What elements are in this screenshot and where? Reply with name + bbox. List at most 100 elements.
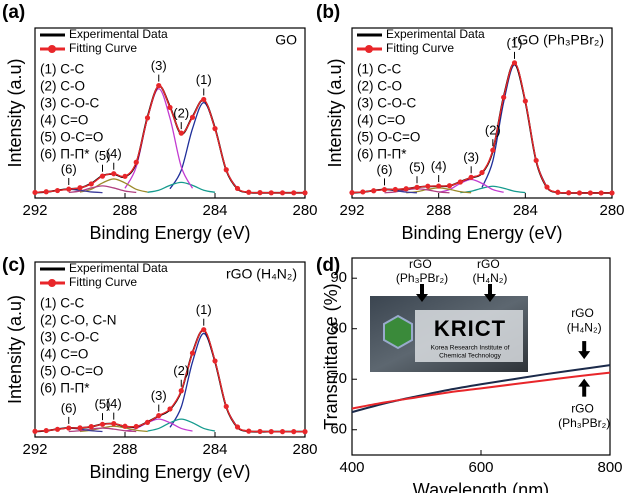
x-axis-label: Binding Energy (eV) [89, 223, 250, 243]
sample-label: rGO (Ph₃PBr₂) [513, 32, 604, 48]
x-tick-label: 284 [202, 441, 227, 458]
fit-point [178, 130, 184, 136]
component-peak [169, 332, 239, 428]
x-tick-label: 288 [112, 202, 137, 219]
y-tick-label: 90 [330, 269, 347, 286]
fit-point [234, 185, 241, 192]
fit-point [302, 429, 308, 435]
component-label: (1) C-C [357, 62, 401, 77]
fit-point [501, 94, 507, 100]
fit-point [490, 147, 496, 153]
fit-point [156, 412, 162, 419]
component-peak [124, 88, 194, 189]
peak-label: (2) [173, 363, 189, 378]
fit-point [609, 190, 615, 196]
component-label: (3) C-O-C [357, 96, 416, 111]
legend-marker [48, 45, 56, 53]
legend-label: Experimental Data [69, 27, 168, 41]
x-axis-label: Binding Energy (eV) [401, 223, 562, 243]
fit-point [349, 190, 355, 196]
fit-point [302, 190, 308, 196]
fit-point [77, 185, 83, 191]
label-line: rGO [571, 306, 597, 320]
legend-marker [48, 279, 56, 287]
component-label: (2) C-O [357, 79, 402, 94]
fit-point [223, 167, 229, 173]
x-tick-label: 288 [112, 441, 137, 458]
fit-point [189, 350, 196, 356]
fit-point [360, 189, 366, 195]
legend-label: Experimental Data [69, 261, 168, 275]
fit-point [201, 96, 207, 103]
fit-point [88, 424, 94, 430]
fit-point [268, 429, 274, 435]
x-tick-label: 400 [339, 459, 364, 476]
x-tick-label: 292 [339, 202, 364, 219]
fit-point [99, 173, 106, 179]
label-line: (H₄N₂) [567, 320, 602, 334]
peak-label: (1) [507, 35, 523, 50]
peak-label: (5) [95, 397, 111, 412]
component-label: (4) C=O [40, 113, 88, 128]
fit-point [212, 126, 218, 132]
fit-point [381, 186, 388, 193]
x-tick-label: 280 [292, 441, 317, 458]
legend-marker [365, 45, 373, 53]
component-label: (4) C=O [357, 113, 405, 128]
fit-point [77, 425, 83, 431]
component-label: (5) O-C=O [40, 364, 103, 379]
x-tick-label: 292 [22, 202, 47, 219]
x-tick-label: 600 [468, 459, 493, 476]
fit-point [598, 190, 604, 196]
component-label: (6) Π-Π* [40, 147, 90, 162]
fit-point [371, 188, 377, 194]
label-line: rGO [477, 257, 503, 271]
label-line: (Ph₃PBr₂) [396, 271, 448, 285]
panel-label: (b) [316, 2, 340, 23]
peak-label: (4) [431, 158, 447, 173]
fit-point [167, 406, 173, 412]
fit-point [425, 183, 431, 189]
fit-point [43, 189, 49, 195]
fit-point [234, 424, 241, 430]
component-label: (4) C=O [40, 347, 88, 362]
peak-label: (6) [377, 162, 393, 177]
x-axis-label: Binding Energy (eV) [89, 462, 250, 482]
panel-label: (d) [316, 255, 340, 276]
fit-point [201, 327, 207, 333]
fit-point [468, 174, 474, 180]
legend-label: Fitting Curve [69, 41, 137, 55]
component-label: (5) O-C=O [357, 130, 420, 145]
inset-logo: KRICT [434, 316, 506, 341]
component-label: (1) C-C [40, 296, 84, 311]
legend-label: Fitting Curve [386, 41, 454, 55]
y-tick-label: 70 [330, 370, 347, 387]
plot-frame [351, 27, 613, 199]
fit-point [99, 421, 106, 427]
x-tick-label: 280 [292, 202, 317, 219]
fit-point [414, 184, 420, 190]
arrow-head [416, 294, 428, 302]
inset-logo-mark [383, 314, 413, 350]
fit-point [257, 190, 263, 196]
x-tick-label: 280 [599, 202, 624, 219]
peak-label: (2) [485, 123, 501, 138]
fit-point [576, 190, 583, 196]
peak-label: (4) [106, 146, 122, 161]
fit-point [446, 183, 453, 189]
fit-point [212, 358, 218, 364]
component-peak [147, 418, 216, 432]
fit-point [392, 186, 398, 193]
peak-label: (3) [151, 388, 167, 403]
arrow-head [578, 378, 591, 387]
fit-point [54, 187, 61, 194]
component-label: (6) Π-Π* [357, 147, 407, 162]
y-tick-label: 60 [330, 421, 347, 438]
fit-point [246, 189, 252, 195]
fit-point [111, 171, 117, 177]
fit-point [555, 189, 561, 195]
arrow-head [578, 351, 591, 360]
x-tick-label: 284 [513, 202, 538, 219]
fit-point [156, 82, 162, 89]
legend-label: Fitting Curve [69, 275, 137, 289]
